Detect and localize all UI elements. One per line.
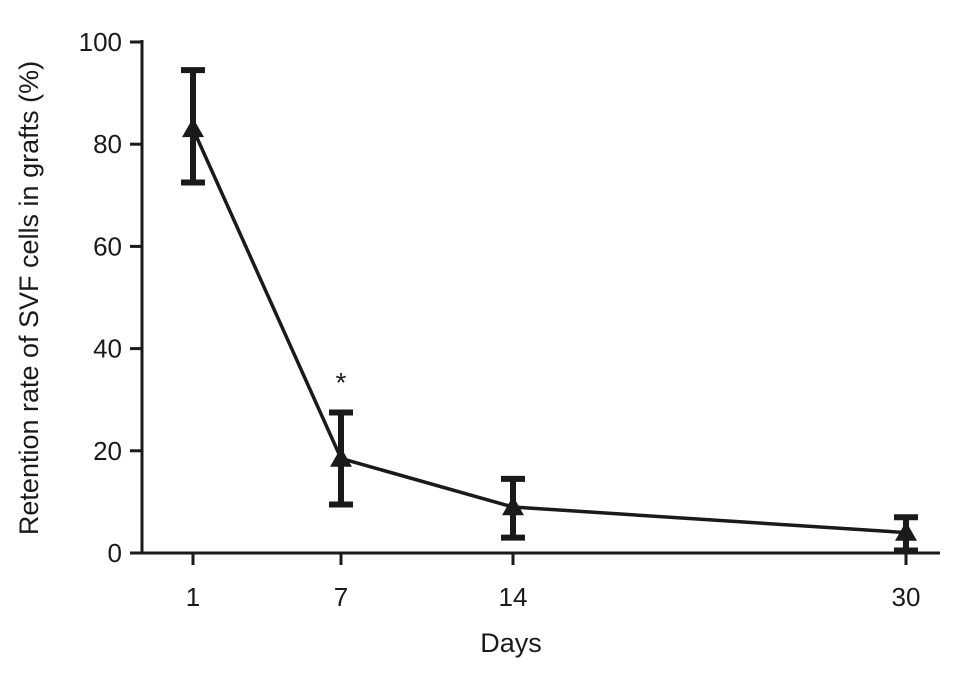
x-axis-title: Days bbox=[480, 628, 542, 658]
data-point-triangle bbox=[330, 447, 352, 467]
annotation-group: * bbox=[336, 367, 347, 398]
y-tick-label: 0 bbox=[108, 538, 122, 568]
x-tick-label: 1 bbox=[186, 582, 200, 612]
data-point-triangle bbox=[895, 521, 917, 541]
significance-asterisk: * bbox=[336, 367, 347, 398]
y-tick-label: 60 bbox=[93, 231, 122, 261]
data-point-triangle bbox=[502, 496, 524, 516]
data-point-triangle bbox=[182, 117, 204, 138]
series-line bbox=[191, 128, 907, 535]
y-tick-label: 20 bbox=[93, 436, 122, 466]
y-tick-label: 40 bbox=[93, 334, 122, 364]
axes bbox=[140, 40, 940, 555]
x-tick-label: 30 bbox=[892, 582, 921, 612]
y-axis-title: Retention rate of SVF cells in grafts (%… bbox=[14, 61, 44, 535]
y-tick-label: 80 bbox=[93, 129, 122, 159]
y-tick-label: 100 bbox=[79, 27, 122, 57]
x-tick-label: 14 bbox=[499, 582, 528, 612]
series-group bbox=[181, 67, 918, 554]
tick-group: 0 20 40 60 80 100 1 7 14 30 bbox=[79, 27, 921, 612]
x-tick-label: 7 bbox=[334, 582, 348, 612]
